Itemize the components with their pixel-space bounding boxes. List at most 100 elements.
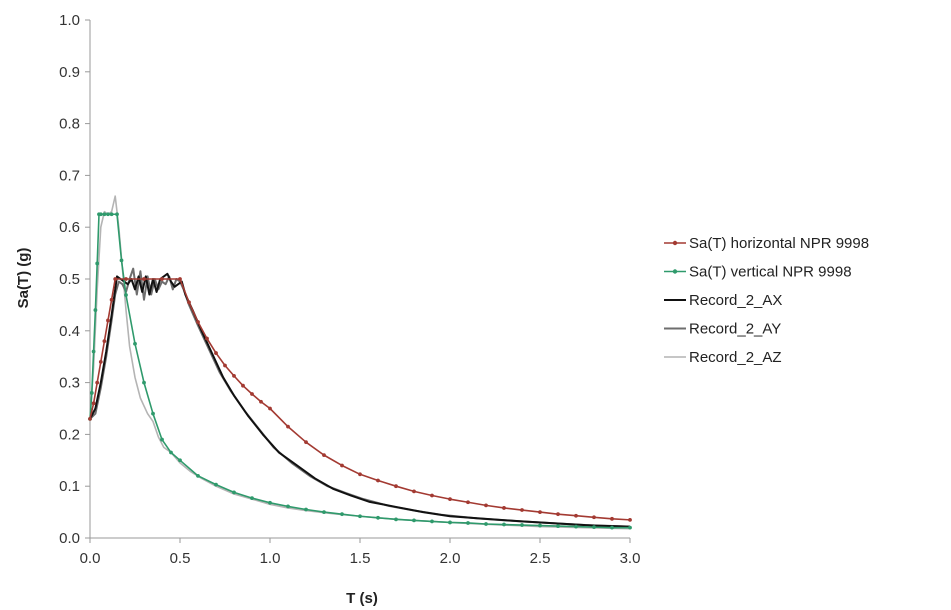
- data-point: [232, 373, 236, 378]
- data-point: [106, 212, 110, 217]
- data-point: [412, 518, 416, 523]
- data-point: [628, 517, 632, 522]
- data-point: [286, 424, 290, 429]
- series-line: [89, 278, 631, 521]
- x-tick-label: 2.0: [440, 550, 461, 567]
- series-line: [89, 267, 631, 528]
- series-0: [88, 277, 632, 522]
- y-tick-label: 0.7: [59, 167, 80, 184]
- data-point: [484, 503, 488, 508]
- x-axis-title: T (s): [346, 590, 378, 607]
- data-point: [628, 525, 632, 530]
- y-tick-label: 0.5: [59, 271, 80, 288]
- axes: [85, 19, 631, 543]
- series-layer: [88, 195, 632, 530]
- data-point: [448, 497, 452, 502]
- data-point: [102, 212, 107, 217]
- data-point: [119, 258, 124, 263]
- x-tick-label: 1.0: [260, 550, 281, 567]
- data-point: [322, 453, 326, 458]
- data-point: [322, 510, 326, 514]
- data-point: [538, 510, 542, 514]
- data-point: [502, 522, 506, 527]
- data-point: [187, 300, 191, 305]
- series-line: [89, 195, 631, 530]
- data-point: [250, 496, 254, 501]
- y-tick-label: 0.1: [59, 478, 80, 495]
- data-point: [556, 524, 560, 528]
- data-point: [109, 297, 114, 302]
- data-point: [214, 351, 218, 355]
- y-tick-label: 0.4: [59, 323, 80, 340]
- series-line: [89, 272, 631, 528]
- y-tick-label: 1.0: [59, 12, 80, 29]
- data-point: [574, 513, 578, 518]
- legend-label: Sa(T) horizontal NPR 9998: [689, 235, 869, 252]
- data-point: [160, 277, 164, 281]
- data-point: [178, 277, 182, 281]
- data-point: [124, 277, 128, 281]
- data-point: [268, 500, 272, 505]
- data-point: [466, 500, 470, 505]
- data-point: [93, 308, 98, 312]
- legend-item: Sa(T) horizontal NPR 9998: [664, 235, 869, 252]
- data-point: [124, 293, 128, 297]
- series-3: [89, 267, 631, 528]
- data-point: [91, 349, 96, 354]
- y-tick-label: 0.6: [59, 219, 80, 236]
- data-point: [223, 363, 227, 368]
- data-point: [592, 525, 596, 530]
- legend-marker: [672, 240, 678, 246]
- data-point: [610, 525, 614, 530]
- data-point: [592, 515, 596, 520]
- legend-marker: [672, 269, 678, 274]
- y-tick-label: 0.2: [59, 426, 80, 443]
- y-tick-label: 0.9: [59, 64, 80, 81]
- data-point: [113, 277, 118, 281]
- data-point: [358, 514, 362, 519]
- data-point: [376, 478, 380, 483]
- data-point: [394, 484, 398, 489]
- data-point: [610, 516, 614, 521]
- data-point: [241, 383, 245, 388]
- data-point: [151, 411, 155, 416]
- legend-label: Record_2_AZ: [689, 349, 782, 366]
- legend: Sa(T) horizontal NPR 9998 Sa(T) vertical …: [664, 235, 869, 366]
- legend-label: Record_2_AY: [689, 321, 781, 338]
- x-tick-label: 0.5: [170, 550, 191, 567]
- series-4: [89, 195, 631, 530]
- data-point: [340, 512, 344, 517]
- y-axis-title: Sa(T) (g): [15, 248, 32, 309]
- data-point: [574, 524, 578, 529]
- legend-item: Sa(T) vertical NPR 9998: [664, 264, 852, 281]
- y-tick-label: 0.8: [59, 116, 80, 133]
- data-point: [142, 380, 146, 385]
- data-point: [106, 318, 110, 323]
- data-point: [205, 336, 209, 341]
- data-point: [232, 490, 236, 495]
- data-point: [102, 339, 107, 344]
- data-point: [259, 399, 263, 404]
- data-point: [88, 416, 92, 421]
- data-point: [520, 508, 524, 512]
- data-point: [394, 517, 398, 522]
- data-point: [214, 482, 218, 487]
- data-point: [160, 437, 164, 442]
- data-point: [484, 522, 488, 526]
- y-tick-label: 0.3: [59, 375, 80, 392]
- data-point: [115, 212, 119, 217]
- data-point: [304, 507, 308, 512]
- legend-item: Record_2_AX: [664, 292, 782, 309]
- series-2: [89, 272, 631, 528]
- data-point: [430, 493, 434, 498]
- series-line: [89, 213, 630, 529]
- data-point: [250, 392, 254, 396]
- y-tick-label: 0.0: [59, 530, 80, 547]
- x-tick-label: 3.0: [620, 550, 641, 567]
- legend-item: Record_2_AY: [664, 321, 781, 338]
- data-point: [556, 512, 560, 517]
- data-point: [109, 212, 114, 217]
- data-point: [133, 341, 137, 346]
- data-point: [98, 359, 103, 364]
